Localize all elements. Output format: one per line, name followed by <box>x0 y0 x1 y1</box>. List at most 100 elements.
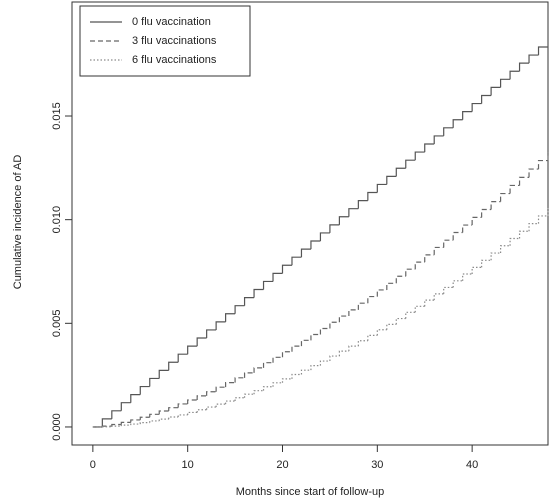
step-segment <box>453 120 462 128</box>
step-segment <box>150 378 159 386</box>
step-segment <box>425 144 434 152</box>
step-segment <box>254 368 263 373</box>
step-segment <box>178 404 187 408</box>
step-segment <box>264 363 273 368</box>
step-segment <box>320 361 329 366</box>
step-segment <box>283 265 292 273</box>
step-segment <box>150 421 159 423</box>
step-segment <box>121 403 130 411</box>
step-segment <box>539 47 548 55</box>
page: Months since start of follow-up Cumulati… <box>0 0 549 499</box>
step-segment <box>292 375 301 379</box>
step-segment <box>425 255 434 262</box>
step-segment <box>121 422 130 424</box>
step-segment <box>301 249 310 257</box>
step-segment <box>159 419 168 421</box>
step-segment <box>453 281 462 288</box>
step-segment <box>339 351 348 356</box>
step-segment <box>264 281 273 289</box>
step-segment <box>463 274 472 281</box>
step-segment <box>396 319 405 325</box>
step-segment <box>254 391 263 395</box>
step-segment <box>264 387 273 391</box>
step-segment <box>472 267 481 274</box>
step-segment <box>197 396 206 400</box>
step-segment <box>520 231 529 238</box>
step-segment <box>358 201 367 209</box>
step-segment <box>539 216 548 224</box>
step-segment <box>131 420 140 422</box>
step-segment <box>434 294 443 300</box>
step-segment <box>311 241 320 249</box>
step-segment <box>121 425 130 426</box>
x-tick-label: 10 <box>182 459 194 471</box>
step-segment <box>216 404 225 407</box>
step-segment <box>510 239 519 246</box>
step-segment <box>368 297 377 304</box>
step-segment <box>178 354 187 362</box>
step-segment <box>387 324 396 329</box>
step-segment <box>482 260 491 267</box>
step-segment <box>235 398 244 401</box>
step-segment <box>434 247 443 254</box>
step-segment <box>178 415 187 417</box>
step-segment <box>501 194 510 202</box>
step-segment <box>301 370 310 374</box>
step-segment <box>415 306 424 312</box>
step-segment <box>169 408 178 411</box>
x-tick-label: 30 <box>371 459 383 471</box>
step-segment <box>245 373 254 378</box>
step-segment <box>216 322 225 330</box>
step-segment <box>529 169 538 177</box>
step-segment <box>188 400 197 404</box>
step-segment <box>197 410 206 413</box>
y-axis-title: Cumulative incidence of AD <box>12 155 24 290</box>
step-segment <box>501 79 510 87</box>
legend-label: 0 flu vaccination <box>132 16 211 28</box>
step-segment <box>472 217 481 225</box>
step-segment <box>131 424 140 425</box>
step-segment <box>349 310 358 316</box>
step-segment <box>463 225 472 232</box>
x-tick-label: 40 <box>466 459 478 471</box>
step-segment <box>226 314 235 322</box>
x-tick-label: 0 <box>90 459 96 471</box>
step-segment <box>529 55 538 63</box>
step-segment <box>207 392 216 396</box>
step-segment <box>387 176 396 184</box>
step-segment <box>140 423 149 424</box>
step-segment <box>491 202 500 210</box>
step-segment <box>216 387 225 392</box>
step-segment <box>140 417 149 420</box>
step-segment <box>159 411 168 414</box>
chart: Months since start of follow-up Cumulati… <box>0 0 549 499</box>
step-segment <box>235 378 244 383</box>
step-segment <box>491 87 500 95</box>
y-tick-label: 0.005 <box>51 310 63 338</box>
y-tick-label: 0.000 <box>51 413 63 441</box>
step-segment <box>339 217 348 225</box>
step-segment <box>415 152 424 160</box>
step-segment <box>349 209 358 217</box>
step-segment <box>510 185 519 193</box>
step-segment <box>188 346 197 354</box>
y-tick-label: 0.015 <box>51 102 63 130</box>
step-segment <box>283 352 292 358</box>
step-segment <box>444 128 453 136</box>
step-segment <box>472 104 481 112</box>
step-segment <box>520 63 529 71</box>
step-segment <box>396 168 405 176</box>
step-segment <box>539 161 548 169</box>
step-segment <box>207 330 216 338</box>
step-segment <box>226 401 235 404</box>
step-segment <box>150 414 159 417</box>
step-segment <box>491 253 500 260</box>
step-segment <box>112 411 121 419</box>
step-segment <box>292 257 301 265</box>
step-segment <box>273 357 282 362</box>
step-segment <box>425 300 434 306</box>
step-segment <box>358 303 367 310</box>
step-segment <box>377 290 386 297</box>
step-segment <box>169 417 178 419</box>
step-segment <box>463 112 472 120</box>
